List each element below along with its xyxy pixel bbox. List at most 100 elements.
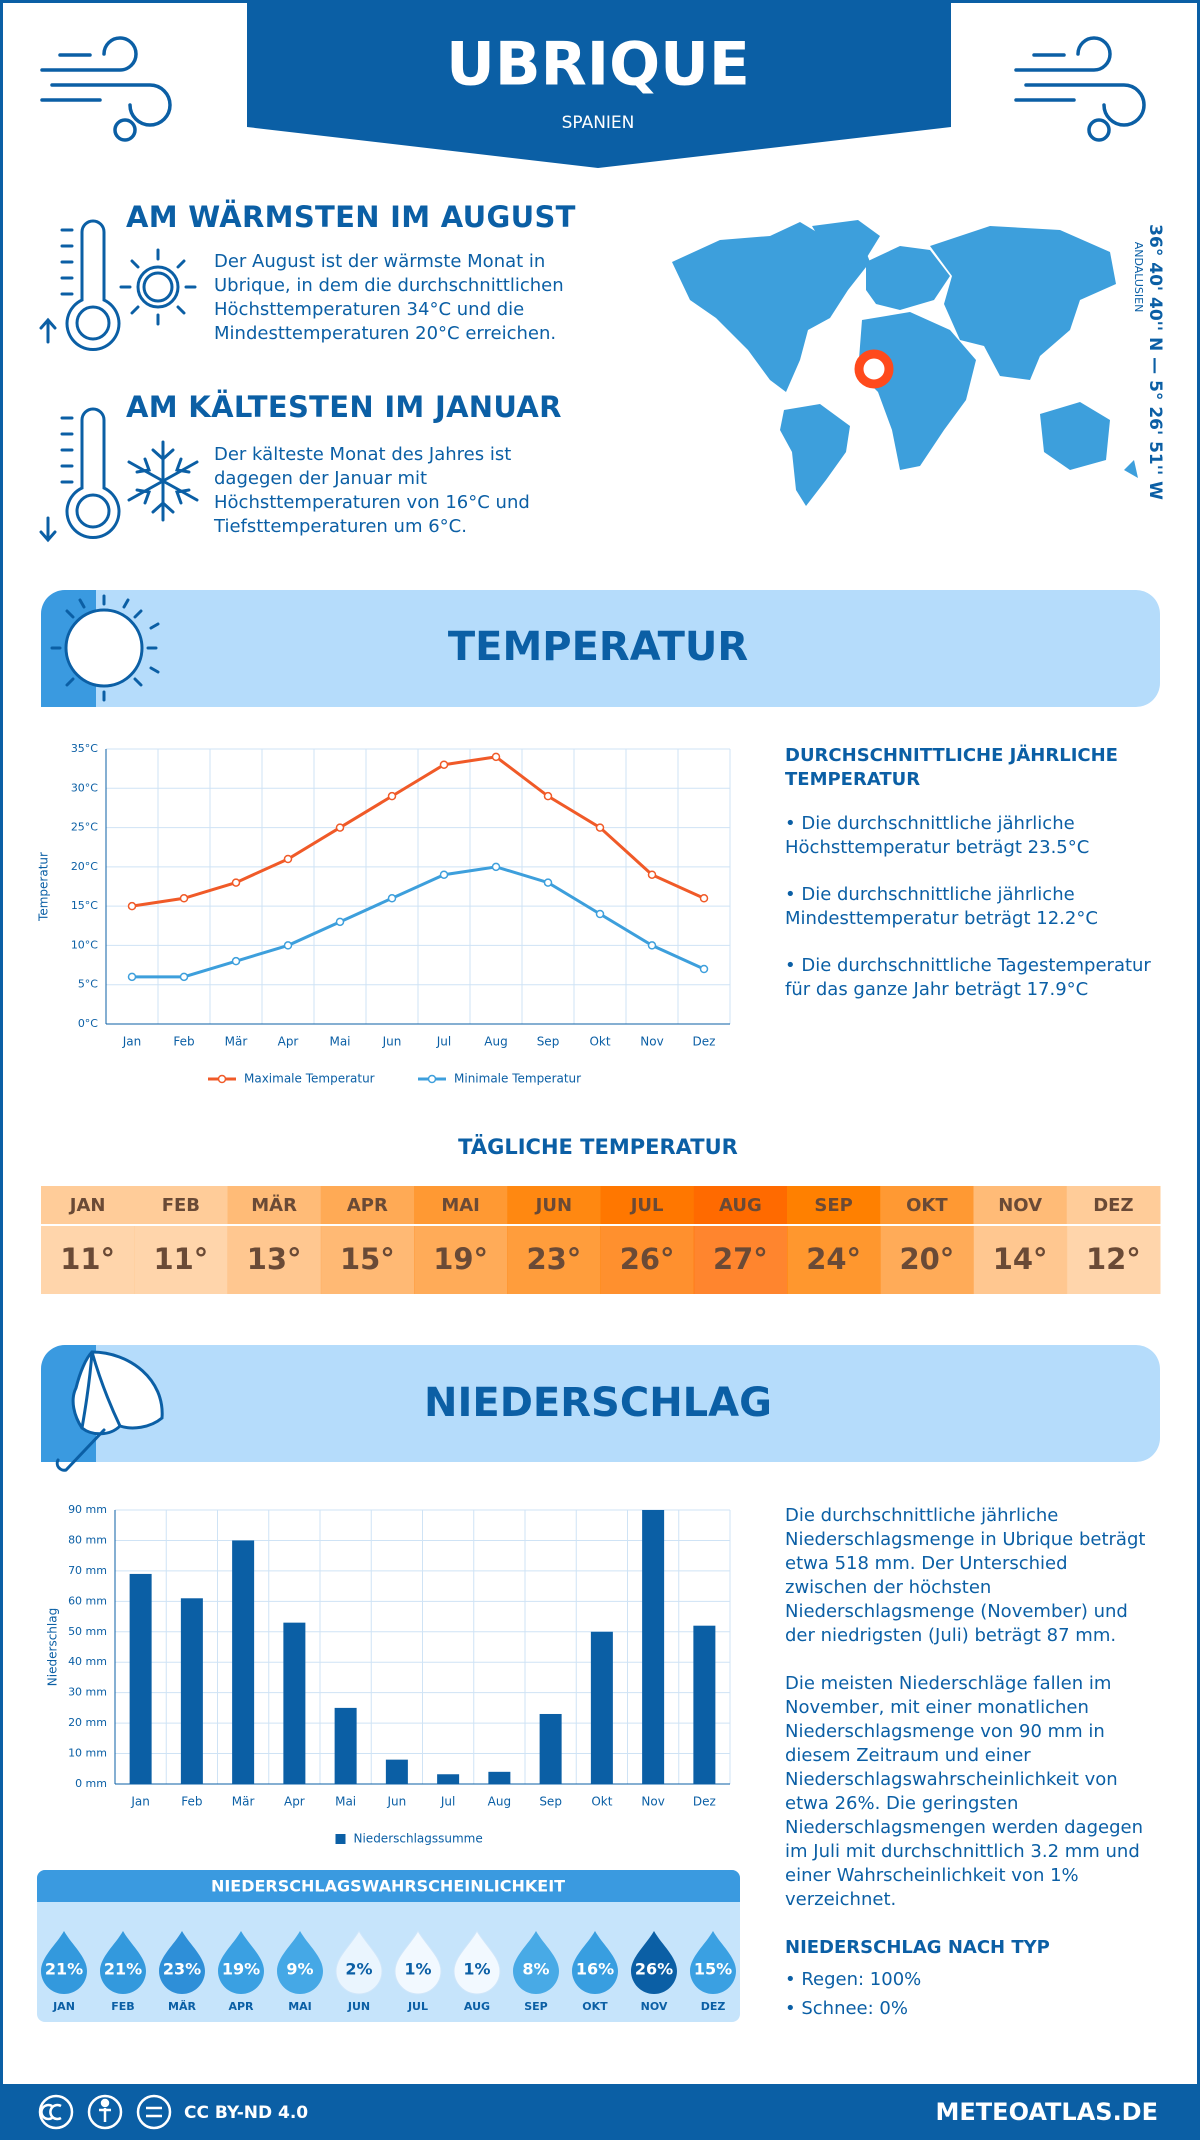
bar	[180, 1598, 203, 1784]
y-tick-label: 80 mm	[68, 1533, 107, 1546]
x-tick-label: Okt	[591, 1795, 612, 1809]
month-cell	[1066, 1186, 1161, 1224]
probability-value: 19%	[222, 1960, 260, 1979]
point	[543, 791, 553, 801]
daily-title: TÄGLICHE TEMPERATUR	[458, 1134, 738, 1159]
value-cell	[693, 1226, 788, 1294]
month-label: MAI	[441, 1195, 480, 1216]
point	[439, 760, 449, 769]
month-cell	[600, 1186, 695, 1224]
month-cell	[880, 1186, 974, 1224]
bar	[129, 1573, 152, 1784]
month-cell	[227, 1186, 322, 1224]
temperature-value: 11°	[153, 1242, 208, 1276]
probability-month: MÄR	[168, 1999, 196, 2013]
temperature-value: 27°	[713, 1242, 768, 1276]
point	[127, 972, 137, 982]
drop	[100, 1931, 146, 1994]
drop	[572, 1931, 618, 1994]
x-tick-label: Apr	[284, 1795, 305, 1809]
value-cell	[787, 1226, 881, 1294]
sun-icon	[119, 248, 197, 326]
x-tick-label: Jun	[382, 1035, 402, 1049]
summary-heading: DURCHSCHNITTLICHE JÄHRLICHE TEMPERATUR	[785, 745, 1118, 790]
y-tick-label: 30°C	[71, 781, 98, 794]
probability-month: DEZ	[701, 2000, 726, 2013]
month-cell	[507, 1186, 601, 1224]
legend-marker	[217, 1074, 227, 1084]
probability-value: 15%	[694, 1960, 732, 1979]
city-title: UBRIQUE	[446, 30, 750, 100]
probability-value: 8%	[522, 1960, 549, 1979]
month-label: AUG	[719, 1195, 762, 1216]
drop	[159, 1931, 205, 1994]
x-tick-label: Sep	[537, 1035, 560, 1049]
bar	[232, 1540, 255, 1784]
drop	[218, 1931, 264, 1994]
type-point: • Regen: 100%	[785, 1969, 922, 1990]
month-label: FEB	[162, 1195, 200, 1216]
value-cell	[600, 1226, 695, 1294]
wind-icon	[40, 36, 172, 142]
probability-month: OKT	[582, 2000, 608, 2013]
y-tick-label: 10 mm	[68, 1747, 107, 1760]
temperature-value: 15°	[340, 1242, 395, 1276]
y-tick-label: 70 mm	[68, 1564, 107, 1577]
y-tick-label: 20°C	[71, 860, 98, 873]
month-label: SEP	[814, 1195, 852, 1216]
temperature-value: 14°	[993, 1242, 1048, 1276]
precipitation-paragraph: Die meisten Niederschläge fallen im Nove…	[785, 1673, 1143, 1910]
probability-month: JUL	[407, 2000, 428, 2013]
point	[439, 870, 449, 879]
point	[699, 894, 709, 903]
temperature-value: 12°	[1086, 1242, 1141, 1276]
x-tick-label: Nov	[640, 1035, 663, 1049]
precipitation-paragraph: Die durchschnittliche jährliche Niedersc…	[785, 1505, 1146, 1646]
month-label: MÄR	[251, 1194, 297, 1216]
point	[647, 870, 657, 879]
month-label: OKT	[906, 1195, 948, 1216]
point	[283, 854, 293, 864]
bar	[642, 1510, 665, 1784]
umbrella-icon	[55, 1350, 164, 1472]
y-tick-label: 15°C	[71, 899, 98, 912]
point	[179, 972, 189, 982]
x-tick-label: Feb	[173, 1035, 194, 1049]
probability-month: JUN	[347, 2000, 370, 2013]
temperature-value: 13°	[247, 1242, 302, 1276]
point	[387, 791, 397, 801]
y-tick-label: 30 mm	[68, 1686, 107, 1699]
y-tick-label: 5°C	[78, 978, 98, 991]
y-tick-label: 50 mm	[68, 1625, 107, 1638]
y-axis-label: Temperatur	[37, 852, 51, 922]
snowflake-icon	[127, 440, 199, 522]
month-label: JUN	[534, 1195, 572, 1216]
temperature-value: 24°	[806, 1242, 861, 1276]
point	[179, 894, 189, 903]
x-tick-label: Jun	[387, 1795, 407, 1809]
x-tick-label: Jan	[130, 1795, 150, 1809]
bar	[488, 1771, 511, 1784]
point	[647, 941, 657, 950]
x-tick-label: Dez	[693, 1035, 716, 1049]
x-tick-label: Jul	[440, 1795, 455, 1809]
month-cell	[414, 1186, 508, 1224]
section-banner	[41, 1345, 1160, 1462]
month-cell	[973, 1186, 1068, 1224]
y-tick-label: 90 mm	[68, 1503, 107, 1516]
x-tick-label: Jan	[122, 1035, 142, 1049]
probability-month: MAI	[288, 2000, 312, 2013]
month-cell	[41, 1186, 135, 1224]
value-cell	[973, 1226, 1068, 1294]
legend-label: Niederschlagssumme	[354, 1832, 483, 1846]
legend-label: Maximale Temperatur	[244, 1072, 375, 1086]
probability-value: 21%	[45, 1960, 83, 1979]
bar	[385, 1759, 408, 1784]
value-cell	[507, 1226, 601, 1294]
value-cell	[134, 1226, 228, 1294]
y-tick-label: 35°C	[71, 742, 98, 755]
site-name: METEOATLAS.DE	[936, 2098, 1158, 2126]
x-tick-label: Aug	[488, 1795, 511, 1809]
